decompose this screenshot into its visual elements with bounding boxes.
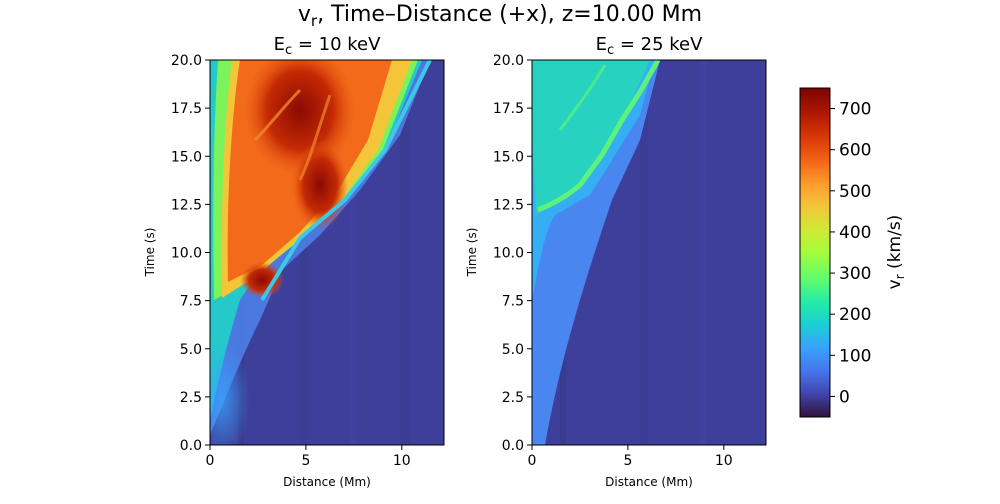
colorbar-tick-label: 400 bbox=[839, 223, 871, 243]
wave-front-right bbox=[537, 60, 661, 213]
right-y-tick-label: 5.0 bbox=[502, 342, 524, 358]
right-y-tick-label: 0.0 bbox=[502, 438, 524, 454]
right-y-tick-label: 10.0 bbox=[493, 246, 524, 262]
figure-suptitle: vr, Time–Distance (+x), z=10.00 Mm bbox=[298, 2, 702, 30]
colorbar-gradient bbox=[799, 87, 831, 418]
colorbar-tick-label: 300 bbox=[839, 264, 871, 284]
x-axis-label-left: Distance (Mm) bbox=[283, 475, 371, 489]
y-axis-label-right: Time (s) bbox=[465, 228, 479, 278]
colorbar-tick-label: 700 bbox=[839, 100, 871, 120]
panel-right: Ec = 25 keV 0 5 10 0.0 2.5 5.0 7.5 10.0 12.5 15.0… bbox=[465, 34, 767, 489]
panel-right-title: Ec = 25 keV bbox=[596, 34, 704, 58]
left-y-tick-label: 17.5 bbox=[171, 101, 202, 117]
right-y-tick-label: 15.0 bbox=[493, 149, 524, 165]
colorbar-tick-label: 0 bbox=[839, 387, 850, 407]
y-axis-label-left: Time (s) bbox=[143, 228, 157, 278]
colorbar-ticks: 0 100 200 300 400 500 600 700 bbox=[830, 100, 871, 407]
hot-core-2 bbox=[292, 140, 348, 230]
left-y-tick-label: 15.0 bbox=[171, 149, 202, 165]
right-x-tick-label: 10 bbox=[715, 453, 733, 469]
right-x-tick-label: 5 bbox=[623, 453, 632, 469]
colorbar-label: vr (km/s) bbox=[885, 215, 907, 290]
colorbar-tick-label: 200 bbox=[839, 305, 871, 325]
x-axis-label-right: Distance (Mm) bbox=[605, 475, 693, 489]
left-y-tick-label: 5.0 bbox=[180, 342, 202, 358]
right-y-tick-label: 12.5 bbox=[493, 197, 524, 213]
left-x-tick-label: 0 bbox=[206, 453, 215, 469]
right-y-tick-label: 7.5 bbox=[502, 294, 524, 310]
heatmap-right bbox=[532, 60, 766, 445]
right-y-tick-label: 17.5 bbox=[493, 101, 524, 117]
right-x-tick-label: 0 bbox=[528, 453, 537, 469]
colorbar-tick-label: 100 bbox=[839, 346, 871, 366]
left-y-tick-label: 2.5 bbox=[180, 390, 202, 406]
axes-right: 0 5 10 0.0 2.5 5.0 7.5 10.0 12.5 15.0 17.5 20.0 bbox=[493, 53, 733, 469]
axes-left: 0 5 10 0.0 2.5 5.0 7.5 10.0 12.5 15.0 17.5 20.0 bbox=[171, 53, 411, 469]
left-y-tick-label: 0.0 bbox=[180, 438, 202, 454]
colorbar-tick-label: 600 bbox=[839, 141, 871, 161]
panel-left-title: Ec = 10 keV bbox=[274, 34, 382, 58]
left-y-tick-label: 10.0 bbox=[171, 246, 202, 262]
left-x-tick-label: 10 bbox=[393, 453, 411, 469]
colorbar: 0 100 200 300 400 500 600 700 vr (km/s) bbox=[799, 87, 907, 418]
wave-region-cyan-right bbox=[532, 60, 650, 215]
left-x-tick-label: 5 bbox=[301, 453, 310, 469]
wave-front-left bbox=[260, 60, 432, 302]
left-y-tick-label: 7.5 bbox=[180, 294, 202, 310]
hot-core-3 bbox=[240, 262, 284, 298]
heatmap-left bbox=[210, 60, 444, 445]
colorbar-tick-label: 500 bbox=[839, 182, 871, 202]
left-y-tick-label: 12.5 bbox=[171, 197, 202, 213]
panel-left: Ec = 10 keV 0 5 10 0.0 2.5 bbox=[143, 34, 445, 489]
right-y-tick-label: 2.5 bbox=[502, 390, 524, 406]
left-y-tick-label: 20.0 bbox=[171, 53, 202, 69]
right-y-tick-label: 20.0 bbox=[493, 53, 524, 69]
